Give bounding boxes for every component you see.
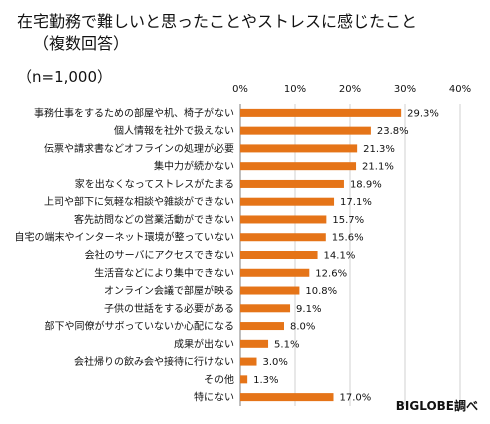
bar [240,108,402,117]
value-label: 18.9% [350,179,382,190]
category-label: その他 [204,373,234,386]
bar [240,393,334,402]
bar [240,286,300,295]
value-label: 21.3% [363,144,395,155]
category-label: 事務仕事をするための部屋や机、椅子がない [34,106,234,119]
bar [240,251,318,259]
category-label: 集中力が続かない [154,160,234,173]
category-label: 家を出なくなってストレスがたまる [75,177,234,190]
bar [240,322,284,331]
value-label: 17.1% [340,197,372,208]
value-label: 10.8% [305,286,337,297]
value-label: 14.1% [324,251,356,262]
value-label: 17.0% [340,393,372,404]
value-label: 9.1% [296,304,321,315]
category-label: オンライン会議で部屋が映る [104,284,234,297]
chart-title-line2: （複数回答） [33,34,130,53]
x-tick-label: 40% [449,84,471,95]
category-label: 個人情報を社外で扱えない [114,124,234,137]
value-label: 3.0% [263,357,288,368]
value-label: 1.3% [253,375,278,386]
category-label: 特にない [194,392,234,404]
chart-title-line1: 在宅勤務で難しいと思ったことやストレスに感じたこと [17,12,418,31]
category-label: 会社帰りの飲み会や接待に行けない [74,355,234,368]
bar [240,126,371,135]
category-label: 成果が出ない [174,337,234,350]
sample-size-label: （n=1,000） [17,68,113,86]
value-label: 15.6% [332,233,364,244]
bar [240,179,344,188]
bar [240,144,358,153]
value-label: 8.0% [290,322,315,333]
value-label: 21.1% [362,162,394,173]
category-label: 会社のサーバにアクセスできない [85,249,234,262]
category-label: 伝票や請求書などオフラインの処理が必要 [44,142,234,155]
x-tick-label: 0% [232,84,248,95]
bar [240,197,335,206]
bar [240,268,310,277]
value-label: 12.6% [315,268,347,279]
bar [240,375,248,384]
category-label: 客先訪問などの営業活動ができない [74,213,234,226]
category-label: 自宅の端末やインターネット環境が整っていない [15,231,235,244]
category-label: 子供の世話をする必要がある [104,302,234,315]
value-label: 29.3% [407,108,439,119]
bar [240,357,257,366]
value-label: 5.1% [274,339,299,350]
bar [240,215,327,224]
value-label: 23.8% [377,126,409,137]
source-credit: BIGLOBE調べ [395,399,478,413]
category-label: 生活音などにより集中できない [94,266,234,279]
bar [240,304,291,313]
x-tick-label: 10% [284,84,306,95]
x-tick-label: 20% [339,84,361,95]
x-tick-label: 30% [394,84,416,95]
bar [240,339,269,348]
value-label: 15.7% [332,215,364,226]
category-label: 部下や同僚がサボっていないか心配になる [45,320,235,333]
bar [240,233,326,242]
bar [240,162,357,171]
category-label: 上司や部下に気軽な相談や雑談ができない [44,195,234,208]
